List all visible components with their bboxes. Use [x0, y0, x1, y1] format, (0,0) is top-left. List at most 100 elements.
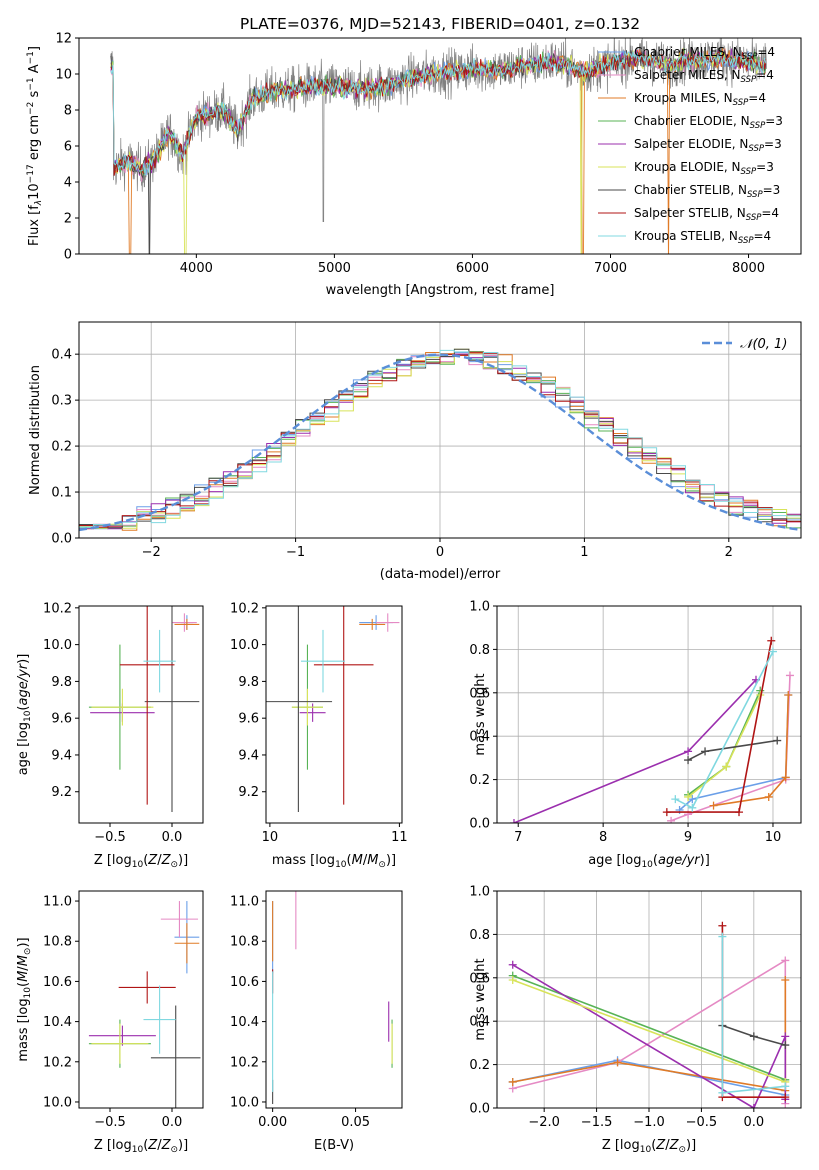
legend-label-salpeter-stelib: Salpeter STELIB, NSSP=4	[634, 206, 779, 223]
z_weight-series-kroupa-stelib-marker	[781, 1082, 790, 1091]
z_weight-series-salpeter-elodie-marker	[781, 1032, 790, 1041]
age_weight-series-salpeter-stelib-marker	[767, 636, 776, 645]
spectrum-ylabel: Flux [fλ10−17 erg cm−2 s−1 A−1]	[26, 46, 44, 246]
age_weight-series-salpeter-elodie-marker	[684, 747, 693, 756]
age_weight-series-kroupa-elodie-marker	[722, 762, 731, 771]
z_weight-xtick-label: −0.5	[686, 1115, 718, 1130]
age_weight-ylabel: mass weight	[473, 673, 488, 755]
spectrum-xtick-label: 6000	[456, 261, 489, 276]
age_weight-plot-area	[509, 636, 794, 823]
spectrum-model-line-kroupa-stelib	[110, 50, 767, 176]
age_weight-xlabel: age [log10(age/yr)]	[588, 853, 710, 870]
age_weight-series-kroupa-stelib-marker	[671, 795, 680, 804]
age_weight-series-kroupa-stelib-marker	[688, 803, 697, 812]
z_mass-xlabel: Z [log10(Z/Z⊙)]	[94, 1138, 188, 1155]
z_age-ytick-label: 9.4	[51, 748, 72, 763]
age_weight-ytick-label: 1.0	[469, 600, 490, 615]
ebv_mass-xtick-label: 0.00	[258, 1115, 287, 1130]
mass_age-frame	[265, 605, 403, 824]
age_weight-series-chabrier-stelib-marker	[701, 747, 710, 756]
mass_age-ytick-label: 9.8	[238, 675, 259, 690]
spectrum-xlabel: wavelength [Angstrom, rest frame]	[326, 283, 555, 298]
z_weight-series-chabrier-elodie	[512, 974, 786, 1081]
age_weight-ytick-label: 0.4	[469, 730, 490, 745]
z_mass-ytick-label: 10.2	[43, 1055, 72, 1070]
mass_age-ytick-label: 9.6	[238, 712, 259, 727]
gaussian-reference-line	[79, 353, 799, 532]
residuals-plot-area	[79, 348, 801, 534]
age_weight-ytick-label: 0.0	[469, 817, 490, 832]
z_age-plot-area	[88, 606, 200, 812]
age_weight-frame	[496, 605, 802, 824]
legend-label-kroupa-stelib: Kroupa STELIB, NSSP=4	[634, 229, 771, 246]
age_weight-series-salpeter-stelib-marker	[735, 808, 744, 817]
age_weight-ytick-label: 0.8	[469, 643, 490, 658]
age_weight-series-chabrier-elodie	[687, 690, 761, 796]
z_weight-series-salpeter-stelib-marker	[718, 921, 727, 930]
age_weight-series-salpeter-elodie	[513, 679, 757, 823]
spectrum-ytick-label: 2	[64, 212, 72, 227]
age_weight-series-chabrier-stelib-marker	[684, 756, 693, 765]
age_weight-ytick-label: 0.6	[469, 686, 490, 701]
z_weight-series-kroupa-miles-marker	[613, 1058, 622, 1067]
z_weight-ytick-label: 0.4	[469, 1015, 490, 1030]
mass_age-ytick-label: 10.0	[230, 638, 259, 653]
z_weight-ylabel: mass weight	[473, 958, 488, 1040]
z_age-ytick-label: 9.6	[51, 712, 72, 727]
residuals-xtick-label: −1	[286, 545, 305, 560]
age_weight-series-kroupa-miles-marker	[709, 801, 718, 810]
residuals-ytick-label: 0.0	[51, 532, 72, 547]
z_weight-ytick-label: 0.2	[469, 1058, 490, 1073]
age_weight-series-kroupa-miles-marker	[781, 773, 790, 782]
residuals-ytick-label: 0.3	[51, 394, 72, 409]
z_mass-ytick-label: 11.0	[43, 895, 72, 910]
ebv_mass-panel: 0.00 0.05 10.0 10.2 10.4 10.6 10.8 11.0 E(B-V)	[230, 890, 403, 1153]
z_weight-series-salpeter-elodie-marker	[508, 960, 517, 969]
ebv_mass-frame	[265, 890, 403, 1109]
mass_age-panel: 10 11 9.2 9.4 9.6 9.8 10.0 10.2 mass [log10(M/M⊙…	[230, 601, 408, 870]
z_weight-xlabel: Z [log10(Z/Z⊙)]	[602, 1138, 696, 1155]
residuals-xtick-label: 1	[580, 545, 588, 560]
residuals-ytick-label: 0.1	[51, 486, 72, 501]
z_age-panel: −0.5 0.0 9.2 9.4 9.6 9.8 10.0 10.2 Z [log10(Z/Z⊙…	[16, 601, 204, 870]
z_mass-ylabel: mass [log10(M/M⊙)]	[16, 937, 33, 1061]
z_mass-panel: −0.5 0.0 10.0 10.2 10.4 10.6 10.8 11.0 Z [log10(…	[16, 890, 204, 1155]
z_mass-ytick-label: 10.8	[43, 935, 72, 950]
age_weight-series-kroupa-miles-marker	[764, 792, 773, 801]
ebv_mass-ytick-label: 10.6	[230, 975, 259, 990]
z_weight-xtick-label: −2.0	[528, 1115, 560, 1130]
z_age-frame	[78, 605, 204, 824]
z_weight-plot-area	[508, 921, 790, 1108]
legend-label-kroupa-elodie: Kroupa ELODIE, NSSP=3	[634, 160, 774, 177]
ebv_mass-xtick-label: 0.05	[341, 1115, 370, 1130]
z_weight-series-kroupa-stelib-marker	[718, 1088, 727, 1097]
z_weight-series-kroupa-elodie-marker	[508, 975, 517, 984]
z_mass-ytick-label: 10.6	[43, 975, 72, 990]
z_age-ytick-label: 10.0	[43, 638, 72, 653]
z_weight-series-salpeter-elodie	[512, 964, 787, 1108]
z_weight-series-kroupa-miles-marker	[508, 1077, 517, 1086]
legend-label-chabrier-stelib: Chabrier STELIB, NSSP=3	[634, 183, 780, 200]
z_mass-frame	[78, 890, 204, 1109]
spectrum-ytick-label: 4	[64, 176, 72, 191]
z_weight-ytick-label: 0.0	[469, 1102, 490, 1117]
mass_age-xlabel: mass [log10(M/M⊙)]	[272, 853, 396, 870]
z_weight-ytick-label: 1.0	[469, 885, 490, 900]
age_weight-series-kroupa-stelib-marker	[768, 647, 777, 656]
legend-label-chabrier-miles: Chabrier MILES, NSSP=4	[634, 45, 775, 62]
mass_age-xtick-label: 11	[391, 830, 408, 845]
mass_age-ytick-label: 9.4	[238, 748, 259, 763]
z_weight-ytick-label: 0.8	[469, 928, 490, 943]
age_weight-xtick-label: 8	[599, 830, 607, 845]
ebv_mass-ytick-label: 10.4	[230, 1015, 259, 1030]
spectrum-data-line	[110, 38, 767, 254]
residuals-xtick-label: −2	[142, 545, 161, 560]
spectrum-plot-area	[110, 38, 767, 254]
z_weight-series-kroupa-miles-marker	[781, 975, 790, 984]
z_weight-series-kroupa-elodie	[512, 979, 786, 1083]
z_age-ytick-label: 9.2	[51, 785, 72, 800]
age_weight-series-salpeter-stelib	[666, 640, 773, 813]
spectrum-ytick-label: 0	[64, 248, 72, 263]
ebv_mass-plot-area	[272, 891, 393, 1104]
z_age-xtick-label: 0.0	[162, 830, 183, 845]
